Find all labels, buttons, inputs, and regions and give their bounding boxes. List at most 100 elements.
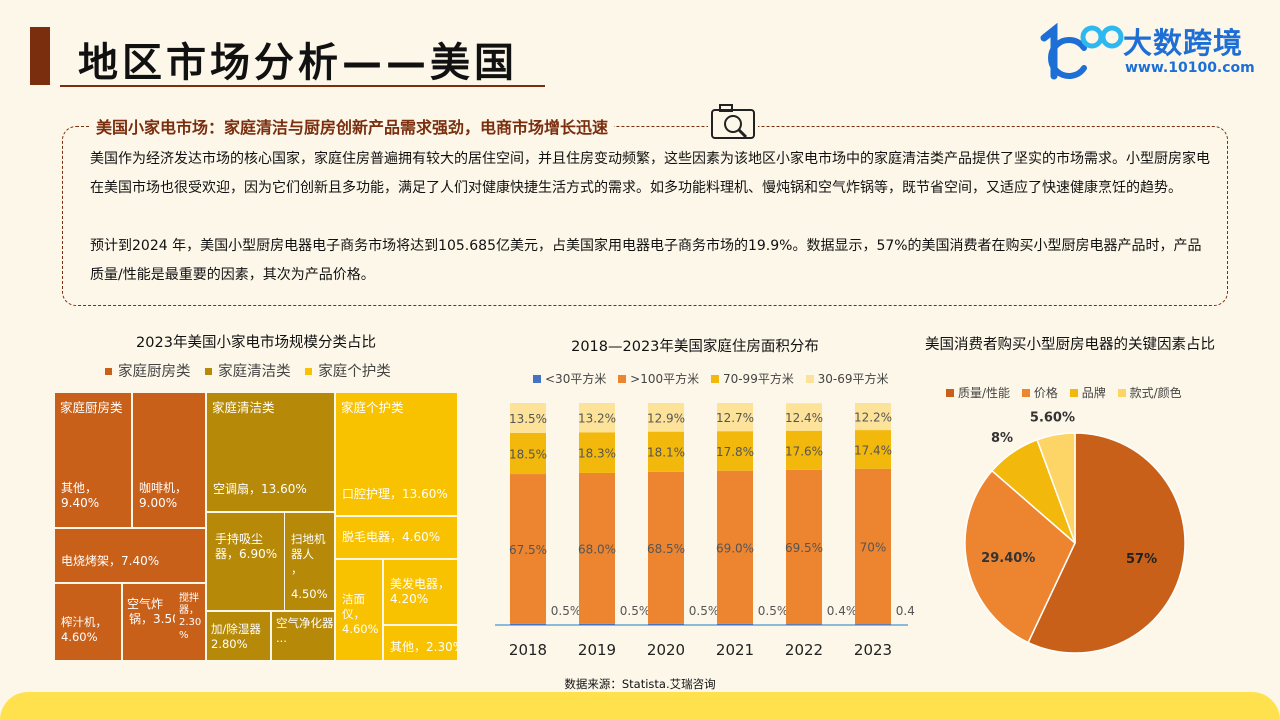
bar-data-label: 17.4% xyxy=(854,443,892,457)
x-tick-label: 2019 xyxy=(578,641,616,659)
bar-segment xyxy=(579,432,615,473)
bar-data-label: 0.4% xyxy=(827,604,858,618)
legend-swatch-brand xyxy=(1069,388,1078,397)
x-tick-label: 2022 xyxy=(785,641,823,659)
treemap-cell-label: 4.50% xyxy=(291,587,328,601)
bar-segment xyxy=(855,468,891,625)
treemap-cell-label: 其他， xyxy=(61,481,97,495)
pie-chart-legend: 质量/性能 价格 品牌 款式/颜色 xyxy=(938,384,1182,401)
legend-swatch-kitchen xyxy=(105,367,112,375)
treemap-cell-label: 4.60% xyxy=(61,630,98,644)
treemap-group-label: 家庭厨房类 xyxy=(60,400,123,415)
treemap-cell-label: ... xyxy=(276,631,287,645)
treemap-group-label: 家庭清洁类 xyxy=(212,400,275,415)
legend-swatch-70-99 xyxy=(710,374,719,383)
pie-data-label: 5.60% xyxy=(1030,410,1075,425)
treemap-cell xyxy=(336,560,382,660)
treemap-cell xyxy=(384,626,457,660)
treemap-cell-label: 2.80% xyxy=(211,637,248,651)
camera-search-icon xyxy=(708,100,758,142)
treemap-cell xyxy=(336,393,457,515)
bar-data-label: 68.0% xyxy=(578,542,616,556)
pie-chart: 57% 29.40% 8% 5.60% xyxy=(964,410,1186,654)
bar-data-label: 12.7% xyxy=(716,411,754,425)
bar-data-label: 67.5% xyxy=(509,543,547,557)
treemap-chart: 其他，9.40%咖啡机，9.00%电烧烤架，7.40%榨汁机，4.60%空气炸锅… xyxy=(55,393,457,660)
legend-label-brand: 品牌 xyxy=(1081,386,1106,400)
treemap-cell xyxy=(285,513,334,610)
legend-swatch-30-69 xyxy=(805,374,814,383)
pie-slice xyxy=(964,469,1076,644)
logo-icon xyxy=(1040,22,1124,80)
treemap-cell-label: 加/除湿器 xyxy=(211,622,261,636)
treemap-cell-label: 扫地机 xyxy=(291,532,326,546)
treemap-cell-label: 洁面 xyxy=(342,592,365,606)
legend-swatch-personal xyxy=(305,367,313,375)
legend-label-30-69: 30-69平方米 xyxy=(817,372,889,386)
bar-segment xyxy=(717,623,753,625)
bar-segment xyxy=(510,403,546,433)
bar-segment xyxy=(786,624,822,625)
x-tick-label: 2018 xyxy=(509,641,547,659)
bar-data-label: 69.5% xyxy=(785,541,823,555)
x-tick-label: 2021 xyxy=(716,641,754,659)
treemap-cell xyxy=(133,393,205,527)
legend-label-lt30: <30平方米 xyxy=(545,372,607,386)
treemap-cell-label: 脱毛电器，4.60% xyxy=(342,529,440,544)
pie-data-label: 8% xyxy=(991,431,1013,446)
treemap-cell-label: 口腔护理，13.60% xyxy=(342,486,448,501)
treemap-group-label: 家庭个护类 xyxy=(341,400,404,415)
treemap-cell-label: 器， xyxy=(179,604,199,616)
treemap-cell-label: 器，6.90% xyxy=(215,547,277,561)
stacked-bar-chart: 0.5% 67.5% 18.5% 13.5% 2018 0.5% 68.0% 18.3% 13.… xyxy=(495,403,915,659)
bar-data-label: 0.5% xyxy=(689,604,720,618)
bar-data-label: 12.2% xyxy=(854,411,892,425)
treemap-cell-label: 4.20% xyxy=(390,592,428,606)
bar-data-label: 68.5% xyxy=(647,542,685,556)
bar-segment xyxy=(510,623,546,625)
pie-chart-title: 美国消费者购买小型厨房电器的关键因素占比 xyxy=(925,337,1215,353)
treemap-cell-label: 9.40% xyxy=(61,496,99,510)
bar-segment xyxy=(786,403,822,431)
legend-swatch-gt100 xyxy=(618,374,627,383)
bar-segment xyxy=(717,431,753,471)
bar-data-label: 0.4% xyxy=(896,604,915,618)
footer-band xyxy=(0,692,1280,720)
legend-label-gt100: >100平方米 xyxy=(630,372,700,386)
bar-data-label: 12.4% xyxy=(785,411,823,425)
treemap-cell-label: 空气炸 xyxy=(127,596,163,611)
summary-paragraph-2: 预计到2024 年，美国小型厨房电器电子商务市场将达到105.685亿美元，占美… xyxy=(90,238,1202,283)
bar-data-label: 70% xyxy=(860,540,887,554)
legend-swatch-quality xyxy=(946,388,954,397)
summary-title: 美国小家电市场：家庭清洁与厨房创新产品需求强劲，电商市场增长迅速 xyxy=(90,114,615,138)
treemap-cell-label: 9.00% xyxy=(139,496,177,510)
bar-data-label: 12.9% xyxy=(647,411,685,425)
treemap-cell xyxy=(207,393,334,511)
treemap-cell xyxy=(55,393,131,527)
treemap-cell-label: % xyxy=(179,630,189,641)
legend-swatch-cleaning xyxy=(205,367,213,375)
treemap-cell xyxy=(336,517,457,558)
bar-segment xyxy=(717,403,753,432)
treemap-cell xyxy=(55,584,121,660)
treemap-title: 2023年美国小家电市场规模分类占比 xyxy=(136,335,376,351)
bar-segment xyxy=(648,471,684,624)
treemap-legend: 家庭厨房类 家庭清洁类 家庭个护类 xyxy=(95,360,391,381)
title-underline xyxy=(60,85,545,87)
bar-segment xyxy=(855,430,891,469)
logo-name: 大数跨境 xyxy=(1123,26,1244,60)
treemap-cell-label: 手持吸尘 xyxy=(215,531,263,546)
bar-data-label: 18.1% xyxy=(647,446,685,460)
treemap-cell-label: 电烧烤架，7.40% xyxy=(61,553,159,568)
bar-chart-title: 2018—2023年美国家庭住房面积分布 xyxy=(571,339,819,355)
legend-swatch-style xyxy=(1117,388,1126,397)
bar-segment xyxy=(786,430,822,470)
legend-label-quality: 质量/性能 xyxy=(958,386,1011,400)
treemap-cell-label: 仪， xyxy=(342,607,365,621)
treemap-cell xyxy=(175,584,205,660)
bar-data-label: 13.2% xyxy=(578,412,616,426)
bar-data-label: 0.5% xyxy=(551,604,582,618)
bar-data-label: 17.8% xyxy=(716,445,754,459)
summary-paragraph-1: 美国作为经济发达市场的核心国家，家庭住房普遍拥有较大的居住空间，并且住房变动频繁… xyxy=(90,151,1210,196)
legend-label-style: 款式/颜色 xyxy=(1129,386,1182,400)
